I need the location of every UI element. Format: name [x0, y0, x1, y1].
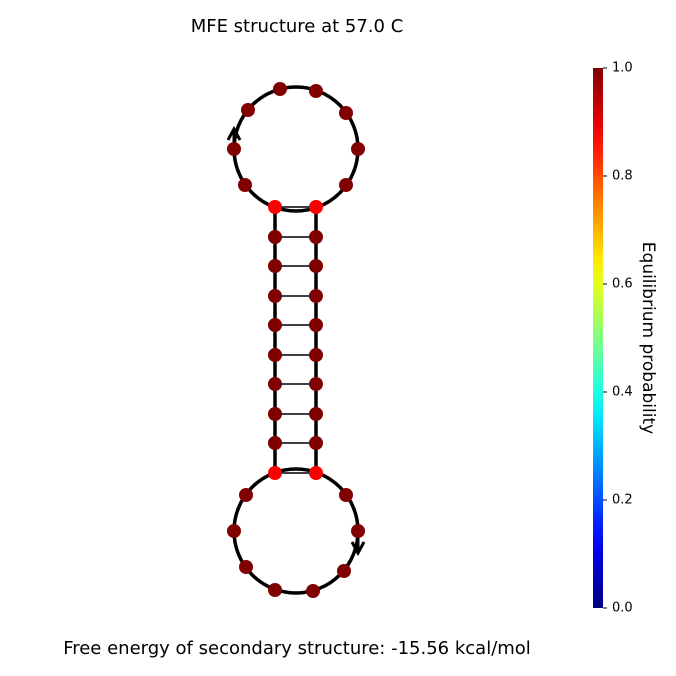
nucleotide	[309, 259, 323, 273]
nucleotide	[309, 318, 323, 332]
nucleotide	[268, 436, 282, 450]
nucleotide	[306, 584, 320, 598]
colorbar-tick-label: 0.4	[612, 385, 633, 400]
nucleotide	[309, 230, 323, 244]
strand-arrow	[226, 125, 242, 144]
colorbar-label: Equilibrium probability	[638, 242, 658, 434]
nucleotide	[309, 84, 323, 98]
nucleotide	[268, 318, 282, 332]
strand-arrow	[350, 538, 366, 557]
colorbar-tick-label: 0.6	[612, 277, 633, 292]
structure	[226, 82, 366, 598]
nucleotide	[339, 488, 353, 502]
nucleotide	[268, 348, 282, 362]
colorbar-tick-label: 0.2	[612, 493, 633, 508]
nucleotide	[337, 564, 351, 578]
nucleotide	[227, 524, 241, 538]
nucleotide	[238, 178, 252, 192]
colorbar-tick-label: 0.0	[612, 601, 633, 616]
nucleotide	[351, 142, 365, 156]
nucleotide	[309, 466, 323, 480]
nucleotide	[268, 583, 282, 597]
nucleotide	[273, 82, 287, 96]
nucleotide	[309, 289, 323, 303]
nucleotide	[351, 524, 365, 538]
nucleotide	[309, 436, 323, 450]
nucleotide	[268, 466, 282, 480]
nucleotide	[309, 200, 323, 214]
title: MFE structure at 57.0 C	[191, 16, 404, 37]
nucleotide	[239, 560, 253, 574]
footer: Free energy of secondary structure: -15.…	[63, 638, 531, 659]
nucleotide	[268, 259, 282, 273]
nucleotide	[268, 289, 282, 303]
colorbar-tick-label: 1.0	[612, 61, 633, 76]
nucleotide	[227, 142, 241, 156]
nucleotide	[241, 103, 255, 117]
nucleotide	[339, 178, 353, 192]
colorbar-tick-label: 0.8	[612, 169, 633, 184]
nucleotide	[309, 348, 323, 362]
nucleotide	[309, 407, 323, 421]
nucleotide	[268, 407, 282, 421]
nucleotide	[268, 200, 282, 214]
nucleotide	[268, 230, 282, 244]
colorbar	[593, 68, 603, 608]
nucleotide	[309, 377, 323, 391]
nucleotide	[268, 377, 282, 391]
nucleotide	[339, 106, 353, 120]
nucleotide	[239, 488, 253, 502]
